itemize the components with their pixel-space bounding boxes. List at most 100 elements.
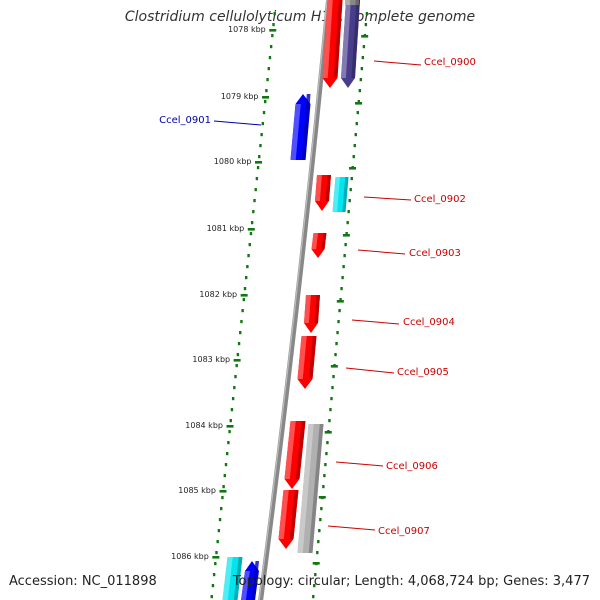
blue-bottom-feature[interactable]: [241, 561, 259, 600]
ruler-ticks: 1078 kbp 1079 kbp 1080 kbp 1081 kbp 1082 kbp…: [171, 25, 369, 565]
right-ruler-dot: [358, 89, 362, 93]
left-ruler-dot: [234, 375, 237, 379]
ruler-tick: [318, 496, 326, 499]
gene-label-ccel-0907[interactable]: Ccel_0907: [327, 525, 430, 537]
gene-labels: Ccel_0900 Ccel_0901 Ccel_0902 Ccel_0903 Ccel…: [159, 57, 476, 537]
ruler-tick: [330, 365, 338, 368]
ruler-tick: [262, 96, 270, 99]
purple-feature[interactable]: [341, 0, 360, 88]
left-ruler-dot: [241, 309, 244, 313]
gene-label-ccel-0901[interactable]: Ccel_0901: [159, 115, 262, 126]
accession-text: Accession: NC_011898: [9, 574, 157, 589]
ruler-tick: [219, 490, 227, 493]
cyan-bottom-feature[interactable]: [222, 557, 243, 600]
gene-label-ccel-0906[interactable]: Ccel_0906: [335, 461, 438, 472]
right-ruler-dot: [324, 463, 327, 467]
right-ruler-dot: [319, 518, 322, 522]
right-ruler-dot: [313, 584, 316, 588]
left-ruler-dot: [259, 144, 262, 148]
gene-label-ccel-0903[interactable]: Ccel_0903: [357, 248, 461, 259]
gene-label-text[interactable]: Ccel_0904: [403, 317, 455, 328]
right-ruler-dot: [365, 12, 369, 16]
left-ruler-dot: [264, 100, 267, 104]
left-ruler-dot: [218, 518, 222, 522]
left-ruler-dot: [247, 254, 250, 258]
right-ruler-dot: [343, 254, 346, 258]
ccel-0905-feature[interactable]: [297, 336, 317, 389]
left-ruler-dot: [267, 67, 270, 71]
gene-label-ccel-0904[interactable]: Ccel_0904: [351, 317, 455, 328]
left-ruler-dot: [262, 111, 266, 115]
ruler-tick: [324, 431, 332, 434]
left-ruler-dot: [233, 386, 236, 390]
gene-features: [222, 0, 360, 600]
right-ruler-dot: [323, 474, 326, 478]
left-ruler-dot: [246, 265, 249, 269]
gene-label-text[interactable]: Ccel_0902: [414, 194, 466, 205]
right-ruler-dot: [334, 353, 337, 357]
right-ruler-dot: [316, 551, 319, 555]
ccel-0902-feature[interactable]: [315, 175, 331, 211]
left-ruler-dot: [230, 408, 234, 412]
right-ruler-dot: [349, 188, 352, 192]
ccel-0903-feature[interactable]: [311, 233, 327, 258]
left-ruler-dot: [220, 507, 223, 511]
right-ruler-dot: [359, 78, 363, 82]
left-ruler-dot: [244, 276, 248, 280]
gene-label-ccel-0905[interactable]: Ccel_0905: [345, 367, 449, 378]
left-ruler-dot: [215, 551, 218, 555]
right-ruler-dot: [326, 441, 329, 445]
right-ruler-dot: [352, 155, 355, 159]
ccel-0904-feature[interactable]: [304, 295, 320, 333]
right-ruler-dot: [317, 540, 320, 544]
left-ruler-dot: [212, 573, 216, 577]
right-ruler-dot: [341, 276, 344, 280]
right-ruler-dot: [320, 507, 323, 511]
left-ruler-dot: [227, 441, 230, 445]
gene-label-text[interactable]: Ccel_0905: [397, 367, 449, 378]
gene-label-text[interactable]: Ccel_0907: [378, 526, 430, 537]
ruler-tick-label: 1086 kbp: [171, 552, 209, 561]
left-ruler-dot: [256, 166, 260, 170]
gray-feature[interactable]: [297, 424, 324, 553]
ruler-tick: [361, 35, 369, 38]
ruler-tick-label: 1084 kbp: [185, 421, 223, 430]
right-ruler-dot: [325, 452, 328, 456]
cyan-feature[interactable]: [332, 177, 349, 212]
gene-label-text[interactable]: Ccel_0903: [409, 248, 461, 259]
ccel-0901-feature[interactable]: [290, 94, 311, 160]
gene-label-ccel-0902[interactable]: Ccel_0902: [363, 194, 466, 205]
right-ruler-dot: [335, 342, 338, 346]
ruler-tick: [349, 167, 357, 170]
right-ruler-dot: [353, 144, 356, 148]
ccel-0907-feature[interactable]: [278, 490, 299, 549]
left-ruler-dot: [243, 287, 247, 291]
gene-label-text[interactable]: Ccel_0906: [386, 461, 438, 472]
gene-label-text[interactable]: Ccel_0900: [424, 57, 476, 68]
gene-label-text[interactable]: Ccel_0901: [159, 115, 211, 126]
gray-top-feature[interactable]: [345, 0, 359, 5]
ruler-tick-label: 1083 kbp: [192, 355, 230, 364]
ruler-tick: [212, 556, 220, 559]
right-ruler-dot: [346, 221, 349, 225]
ruler-tick: [355, 102, 363, 105]
right-ruler-dot: [354, 133, 357, 137]
left-ruler-dot: [261, 122, 265, 126]
left-ruler-dot: [229, 419, 232, 423]
backbone-line: [258, 0, 332, 600]
left-ruler-dot: [250, 221, 254, 225]
ccel-0900-feature[interactable]: [322, 0, 343, 88]
ruler-tick: [269, 29, 277, 32]
left-ruler-dot: [271, 34, 274, 38]
right-ruler-dot: [364, 23, 368, 27]
gene-label-ccel-0900[interactable]: Ccel_0900: [373, 57, 476, 68]
left-ruler-dot: [211, 584, 215, 588]
right-ruler-dot: [331, 386, 334, 390]
ruler-tick-label: 1082 kbp: [199, 290, 237, 299]
left-ruler-dot: [272, 23, 275, 27]
right-ruler-dot: [345, 232, 348, 236]
ccel-0906-feature[interactable]: [284, 421, 306, 489]
ruler-tick: [336, 300, 344, 303]
left-ruler-dot: [231, 397, 235, 401]
left-ruler-dot: [265, 89, 268, 93]
